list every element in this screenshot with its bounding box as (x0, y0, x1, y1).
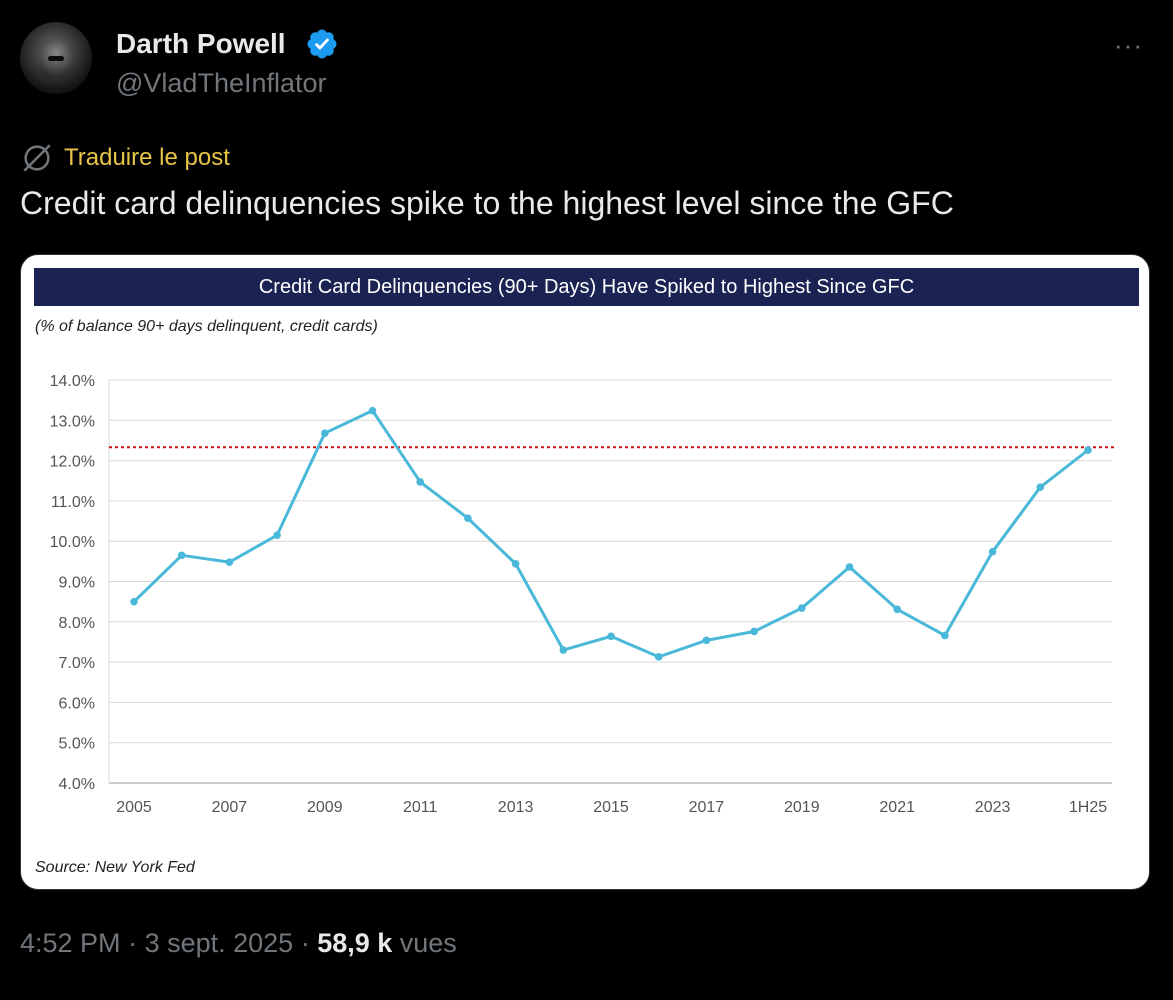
data-point-2012 (464, 514, 472, 523)
x-tick-label: 2007 (212, 799, 248, 816)
data-point-2017 (702, 636, 711, 645)
data-point-2019 (798, 604, 806, 612)
chart-grid (108, 379, 1112, 784)
data-point-2009 (321, 429, 329, 437)
x-tick-label: 1H25 (1069, 799, 1107, 816)
chart-subtitle: (% of balance 90+ days delinquent, credi… (35, 318, 378, 335)
data-point-2007 (225, 558, 234, 566)
data-point-2013 (511, 559, 520, 568)
data-point-2011 (416, 478, 425, 486)
data-point-2020 (845, 563, 854, 571)
data-point-2014 (559, 646, 568, 654)
post-meta: 4:52 PM · 3 sept. 2025 · 58,9 k vues (20, 928, 457, 959)
post-date[interactable]: 3 sept. 2025 (144, 928, 294, 958)
data-point-2018 (750, 627, 758, 636)
y-tick-label: 5.0% (59, 736, 95, 753)
y-tick-label: 14.0% (50, 373, 95, 390)
separator: · (120, 928, 145, 958)
data-point-2006 (177, 551, 186, 560)
author-handle[interactable]: @VladTheInflator (116, 68, 327, 98)
more-options-button[interactable]: ··· (1114, 30, 1143, 60)
y-tick-label: 9.0% (59, 575, 95, 592)
y-tick-label: 4.0% (59, 776, 95, 793)
chart-title: Credit Card Delinquencies (90+ Days) Hav… (34, 268, 1139, 306)
data-point-2008 (273, 531, 281, 539)
x-tick-label: 2017 (689, 799, 725, 816)
y-tick-label: 7.0% (59, 655, 95, 672)
separator: · (293, 928, 318, 958)
y-tick-label: 10.0% (50, 534, 95, 551)
avatar[interactable] (20, 22, 92, 94)
data-point-2015 (607, 632, 615, 641)
y-tick-label: 12.0% (50, 454, 95, 471)
y-axis-ticks: 4.0% 5.0% 6.0% 7.0% 8.0% 9.0% 10.0% 11.0% 12.0% 1… (50, 373, 95, 793)
chart-source: Source: New York Fed (35, 859, 195, 876)
x-tick-label: 2021 (879, 799, 915, 816)
author-name[interactable]: Darth Powell (116, 28, 286, 59)
post-time[interactable]: 4:52 PM (20, 928, 121, 958)
line-chart: 4.0% 5.0% 6.0% 7.0% 8.0% 9.0% 10.0% 11.0% 12.0% 1… (50, 373, 1117, 816)
x-tick-label: 2005 (116, 799, 152, 816)
y-tick-label: 11.0% (51, 494, 95, 511)
x-tick-label: 2011 (403, 799, 438, 816)
post-text: Credit card delinquencies spike to the h… (20, 185, 954, 221)
x-tick-label: 2019 (784, 799, 820, 816)
x-tick-label: 2015 (593, 799, 629, 816)
translate-label: Traduire le post (64, 144, 230, 171)
globe-icon (23, 144, 51, 172)
y-tick-label: 13.0% (50, 413, 95, 430)
data-point-2021 (893, 605, 901, 614)
x-axis-ticks: 2005 2007 2009 2011 2013 2015 2017 2019 2021 2023… (116, 799, 1107, 816)
x-tick-label: 2013 (498, 799, 534, 816)
data-point-2005 (130, 597, 138, 606)
data-point-2016 (654, 653, 663, 661)
avatar-eyes (48, 56, 64, 61)
x-tick-label: 2023 (975, 799, 1011, 816)
data-point-1H25 (1084, 446, 1092, 454)
post-image[interactable]: Credit Card Delinquencies (90+ Days) Hav… (20, 254, 1150, 890)
data-point-2023 (988, 547, 997, 556)
series-delinquency (130, 406, 1092, 661)
view-count: 58,9 k (317, 928, 393, 958)
data-point-2010 (368, 406, 377, 415)
y-tick-label: 8.0% (59, 615, 95, 632)
x-tick-label: 2009 (307, 799, 343, 816)
translate-post-button[interactable]: Traduire le post (20, 141, 230, 175)
views-label: vues (392, 928, 457, 958)
data-point-2024 (1036, 483, 1045, 491)
data-point-2022 (941, 631, 949, 640)
verified-badge-icon[interactable] (305, 27, 339, 61)
y-tick-label: 6.0% (59, 695, 95, 712)
